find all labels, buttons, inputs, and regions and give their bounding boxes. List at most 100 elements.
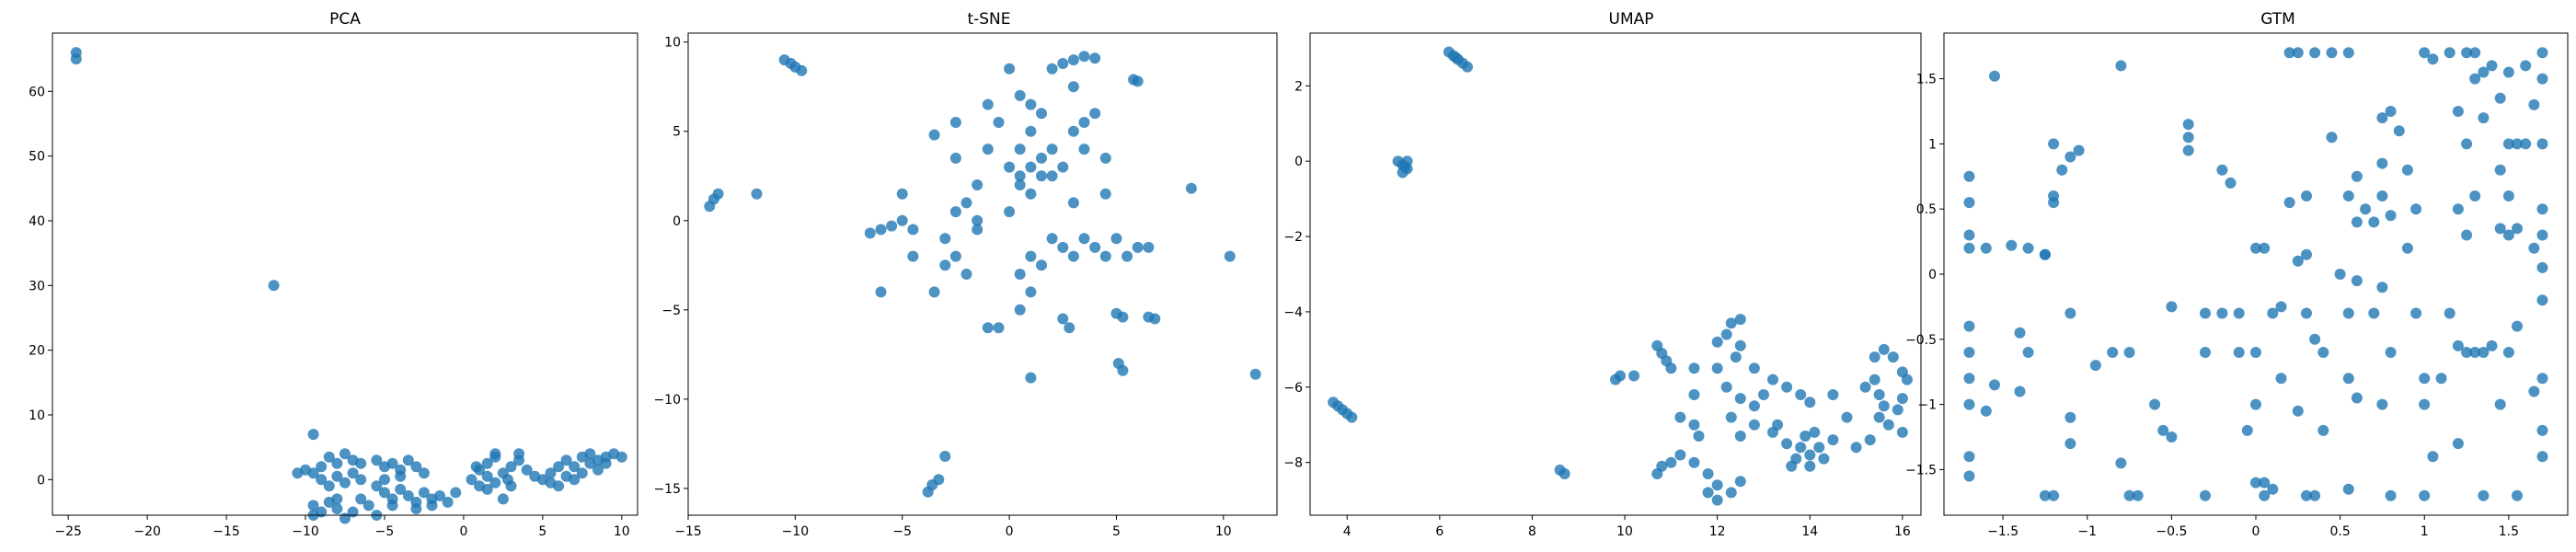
scatter-point <box>2250 347 2261 358</box>
y-tick-label: −1 <box>1917 398 1937 413</box>
scatter-point <box>982 144 994 155</box>
scatter-point <box>323 451 335 463</box>
scatter-point <box>339 448 351 460</box>
scatter-point <box>2452 438 2464 450</box>
scatter-point <box>2022 347 2034 358</box>
scatter-point <box>355 474 367 486</box>
scatter-point <box>1963 451 1975 463</box>
scatter-point <box>1615 370 1626 382</box>
axes-frame-pca <box>52 32 638 516</box>
scatter-point <box>1800 431 1811 442</box>
scatter-point <box>2502 347 2514 358</box>
scatter-point <box>2233 347 2245 358</box>
scatter-point <box>1110 233 1122 245</box>
x-tick-label: 0 <box>459 524 467 539</box>
scatter-point <box>1963 373 1975 385</box>
scatter-point <box>481 457 493 469</box>
x-tick-label: 6 <box>1435 524 1443 539</box>
scatter-point <box>2461 47 2473 59</box>
scatter-point <box>2250 477 2261 489</box>
scatter-point <box>2301 307 2312 319</box>
scatter-point <box>1025 188 1037 200</box>
x-tick-label: 1 <box>2421 524 2429 539</box>
scatter-point <box>2301 190 2312 201</box>
x-tick-label: −1 <box>2077 524 2097 539</box>
scatter-points-umap <box>1328 46 1913 506</box>
scatter-point <box>1725 317 1737 329</box>
scatter-point <box>2309 489 2321 501</box>
scatter-point <box>615 451 627 463</box>
scatter-point <box>2478 489 2490 501</box>
scatter-point <box>2478 112 2490 124</box>
scatter-point <box>2502 66 2514 78</box>
y-tick-label: 10 <box>29 408 45 423</box>
scatter-point <box>1025 98 1037 110</box>
scatter-point <box>2461 347 2473 358</box>
y-tick-label: 50 <box>29 150 45 165</box>
scatter-point <box>1046 170 1058 182</box>
scatter-point <box>1067 125 1079 137</box>
scatter-point <box>2334 269 2346 280</box>
scatter-point <box>2123 347 2135 358</box>
scatter-point <box>939 451 951 462</box>
ticks-umap: 4 6 8 10 12 14 16 −8 −6 −4 −2 0 2 <box>1283 79 1911 539</box>
scatter-point <box>972 224 983 236</box>
scatter-point <box>1873 389 1885 400</box>
y-tick-label: −8 <box>1283 456 1303 471</box>
scatter-point <box>1674 449 1686 461</box>
scatter-point <box>1057 58 1069 69</box>
scatter-point <box>2435 373 2447 385</box>
scatter-point <box>2022 242 2034 254</box>
scatter-point <box>2385 106 2397 117</box>
scatter-point <box>1730 351 1742 363</box>
axes-frame-umap <box>1309 32 1922 516</box>
scatter-point <box>2292 405 2304 417</box>
scatter-point <box>2376 112 2388 124</box>
x-tick-label: 4 <box>1343 524 1351 539</box>
scatter-point <box>410 461 422 473</box>
scatter-point <box>386 500 398 512</box>
scatter-point <box>2469 73 2481 85</box>
scatter-point <box>1665 362 1677 374</box>
scatter-point <box>2368 216 2380 228</box>
scatter-point <box>2419 398 2431 410</box>
scatter-point <box>502 474 513 486</box>
scatter-point <box>584 457 596 469</box>
scatter-point <box>1901 374 1913 385</box>
scatter-point <box>2006 239 2018 251</box>
scatter-point <box>2342 483 2354 495</box>
scatter-point <box>1818 453 1830 465</box>
scatter-point <box>1036 259 1047 271</box>
scatter-point <box>316 474 328 486</box>
scatter-point <box>1121 250 1133 262</box>
scatter-point <box>1781 438 1793 450</box>
scatter-point <box>70 53 82 65</box>
scatter-point <box>481 470 493 482</box>
scatter-point <box>1046 63 1058 75</box>
x-tick-label: −15 <box>674 524 702 539</box>
scatter-point <box>2166 431 2178 443</box>
scatter-point <box>569 461 581 473</box>
scatter-point <box>2528 242 2540 254</box>
scatter-point <box>2376 398 2388 410</box>
scatter-point <box>2536 229 2548 241</box>
scatter-point <box>2283 47 2295 59</box>
scatter-point <box>2048 489 2060 501</box>
scatter-point <box>1804 460 1816 472</box>
scatter-point <box>2536 138 2548 150</box>
scatter-point <box>1869 351 1880 363</box>
x-tick-label: 10 <box>614 524 630 539</box>
scatter-point <box>928 129 940 141</box>
scatter-point <box>1004 63 1016 75</box>
scatter-point <box>2275 373 2287 385</box>
x-tick-label: 10 <box>1616 524 1633 539</box>
scatter-point <box>2478 66 2490 78</box>
scatter-point <box>2385 347 2397 358</box>
y-tick-label: −2 <box>1283 230 1303 245</box>
scatter-point <box>2149 398 2161 410</box>
y-tick-label: −10 <box>653 393 681 408</box>
scatter-point <box>1734 314 1746 326</box>
scatter-point <box>2157 424 2169 436</box>
x-tick-label: 10 <box>1215 524 1232 539</box>
x-tick-label: 16 <box>1894 524 1911 539</box>
